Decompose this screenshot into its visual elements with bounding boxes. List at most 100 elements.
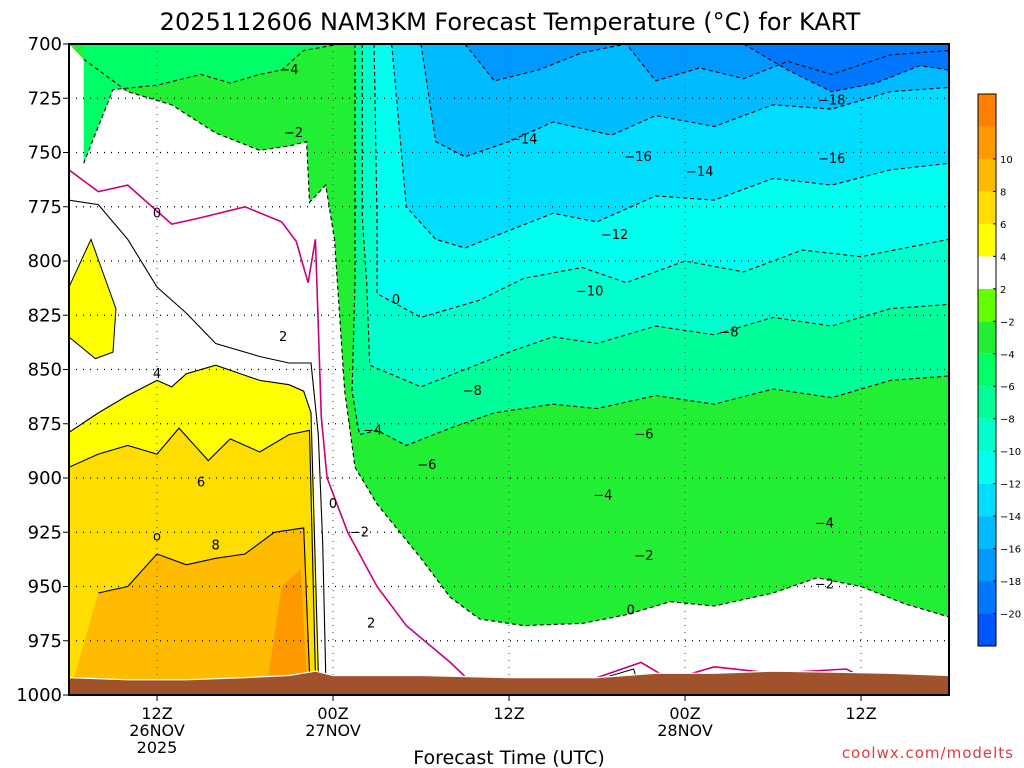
colorbar-label: −6 [1000, 382, 1015, 393]
colorbar-label: 4 [1000, 252, 1006, 263]
contour-label: −12 [601, 228, 628, 243]
y-tick-label: 825 [28, 305, 62, 326]
plot-area [69, 44, 949, 695]
contour-label: −2 [284, 126, 303, 141]
contour-label: 0 [153, 206, 161, 221]
contour-line-8 [98, 527, 311, 674]
colorbar-frame [977, 93, 997, 647]
terrain-ground [69, 671, 949, 695]
contour-line-minus-14 [420, 44, 949, 158]
contour-line-minus-6 [351, 44, 949, 447]
contour-label: −8 [463, 384, 482, 399]
colorbar-label: −20 [1000, 610, 1021, 621]
contour-label: 8 [212, 538, 220, 553]
contour-label: o [153, 530, 161, 545]
contour-line-minus-4 [83, 44, 341, 164]
colorbar-label: −4 [1000, 350, 1015, 361]
contour-label: −2 [815, 577, 834, 592]
x-tick-label: 28NOV [657, 721, 713, 740]
contour-label: −6 [634, 428, 653, 443]
colorbar-swatch [978, 126, 996, 159]
band-fill [377, 655, 421, 678]
band-fill [69, 237, 117, 360]
contour-label: −14 [510, 132, 537, 147]
contour-line-minus-2 [83, 58, 949, 627]
y-tick-label: 975 [28, 631, 62, 652]
colorbar-swatch [978, 418, 996, 452]
chart-title: 2025112606 NAM3KM Forecast Temperature (… [160, 8, 861, 36]
contour-label: −16 [818, 152, 845, 167]
contour-label: 4 [153, 367, 161, 382]
contour-label: −6 [417, 458, 436, 473]
colorbar-label: 6 [1000, 220, 1006, 231]
colorbar-swatch [978, 256, 996, 289]
x-tick-label: 27NOV [305, 721, 361, 740]
contour-label: 0 [329, 497, 337, 512]
colorbar-swatch [978, 321, 996, 354]
y-tick-label: 800 [28, 251, 62, 272]
y-tick-label: 775 [28, 197, 62, 218]
band-fill [267, 569, 307, 685]
colorbar-label: 2 [1000, 285, 1006, 296]
colorbar-label: −16 [1000, 545, 1021, 556]
x-tick-label: 12Z [141, 704, 172, 723]
colorbar-swatch [978, 581, 996, 614]
contour-line-minus-10 [373, 44, 949, 318]
contour-label: −18 [818, 93, 845, 108]
credit-text: coolwx.com/modelts [842, 744, 1014, 762]
contour-label: −4 [279, 63, 298, 78]
colorbar-swatch [978, 516, 996, 549]
contour-labels: −4 −2 0 2 4 6 8 o 0 −2 2 −4 −6 −8 0 −14 −16 −14 −12 −10 −8 −6… [153, 63, 846, 631]
colorbar-swatch [978, 386, 996, 419]
colorbar-label: −2 [1000, 317, 1015, 328]
colorbar-swatch [978, 94, 996, 127]
x-tick-label: 12Z [493, 704, 524, 723]
y-tick-label: 750 [28, 143, 62, 164]
contour-line-minus-8 [361, 44, 949, 388]
colorbar-swatch [978, 548, 996, 582]
y-tick-label: 1000 [16, 685, 62, 706]
contour-label: −4 [815, 517, 834, 532]
colorbar-label: −18 [1000, 577, 1021, 588]
x-axis-label: Forecast Time (UTC) [413, 747, 604, 768]
colorbar-swatch [978, 613, 996, 646]
band-fill [83, 44, 949, 164]
colorbar-label: 8 [1000, 187, 1006, 198]
terrain-edge [69, 670, 949, 681]
colorbar-swatch [978, 191, 996, 224]
colorbar-swatch [978, 223, 996, 257]
y-tick-label: 850 [28, 360, 62, 381]
colorbar-swatch [978, 483, 996, 517]
contour-label: −4 [593, 488, 612, 503]
y-tick-label: 925 [28, 522, 62, 543]
contour-label: −16 [624, 150, 651, 165]
x-tick-label: 2025 [137, 738, 178, 757]
contour-label: 0 [627, 603, 635, 618]
contour-label: −2 [350, 525, 369, 540]
x-tick-label: 00Z [317, 704, 348, 723]
colorbar-swatch [978, 353, 996, 387]
contour-label: −14 [686, 165, 713, 180]
colorbar-label: −10 [1000, 447, 1021, 458]
colorbar-label: −8 [1000, 415, 1015, 426]
contour-label: −10 [576, 284, 603, 299]
band-fill [743, 44, 949, 92]
colorbar-label: 10 [1000, 155, 1013, 166]
contour-label: −4 [363, 423, 382, 438]
colorbar-label: −12 [1000, 480, 1021, 491]
contour-label: −8 [719, 326, 738, 341]
contour-label: 0 [392, 293, 400, 308]
contour-label: 2 [279, 330, 287, 345]
band-fill [69, 527, 310, 695]
colorbar-swatch [978, 288, 996, 322]
x-tick-label: 12Z [845, 704, 876, 723]
y-axis: 700 725 750 775 800 825 850 875 900 925 950 975 1000 [16, 34, 69, 706]
x-tick-label: 26NOV [129, 721, 185, 740]
contour-line-6 [69, 427, 316, 674]
y-tick-label: 875 [28, 414, 62, 435]
y-tick-label: 900 [28, 468, 62, 489]
x-tick-label: 00Z [669, 704, 700, 723]
contour-line-minus-16 [464, 44, 949, 82]
